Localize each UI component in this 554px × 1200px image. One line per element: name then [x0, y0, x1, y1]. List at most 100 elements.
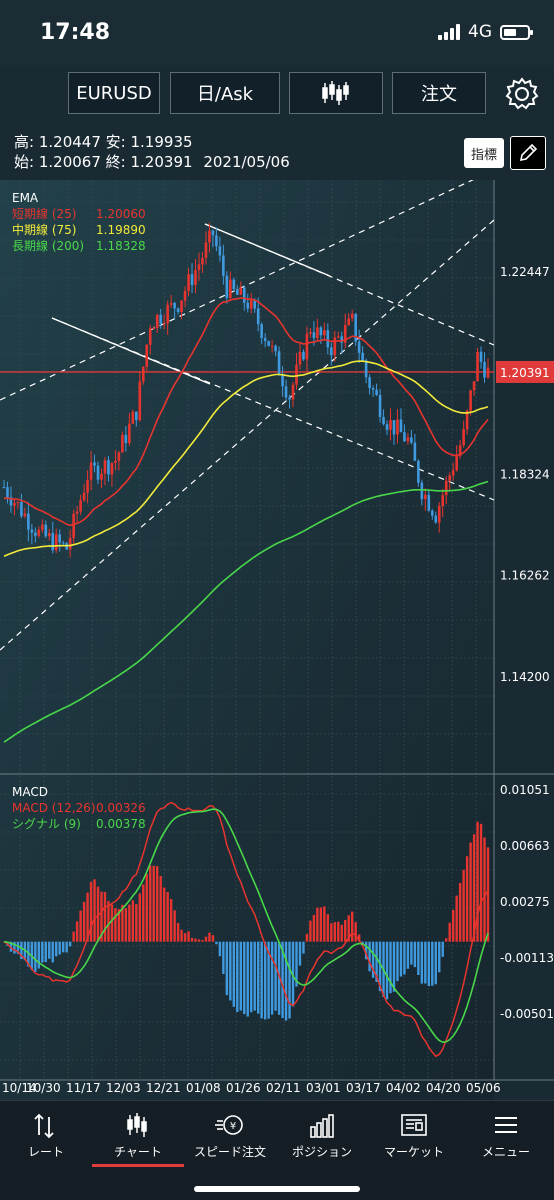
gear-icon[interactable] — [504, 76, 540, 112]
macd-histogram-bar — [431, 941, 434, 986]
macd-histogram-bar — [65, 941, 68, 953]
candle-body — [121, 434, 124, 453]
candle-body — [323, 330, 326, 336]
macd-histogram-bar — [149, 865, 152, 942]
candle-body — [16, 502, 20, 504]
candle-body — [72, 513, 75, 538]
candle-body — [128, 423, 131, 444]
candle-body — [180, 300, 183, 312]
macd-histogram-bar — [319, 907, 323, 942]
candle-body — [274, 345, 277, 352]
date-axis-label: 11/17 — [66, 1081, 101, 1095]
nav-item-chart[interactable]: チャート — [92, 1111, 184, 1160]
candle-body — [176, 308, 180, 312]
candle-body — [9, 497, 13, 506]
macd-histogram-bar — [274, 941, 277, 1011]
macd-histogram-bar — [263, 941, 267, 1020]
status-time: 17:48 — [40, 20, 111, 45]
candle-body — [114, 460, 117, 464]
candle-body — [455, 455, 458, 471]
candle-body — [155, 314, 159, 328]
candle-body — [462, 429, 465, 446]
candle-body — [107, 460, 110, 475]
rate-icon — [34, 1113, 54, 1139]
nav-item-menu[interactable]: メニュー — [460, 1111, 552, 1160]
candle-body — [277, 351, 281, 376]
candle-body — [336, 336, 340, 338]
macd-histogram-bar — [197, 939, 201, 942]
candle-body — [148, 328, 152, 345]
candle-body — [225, 275, 229, 298]
candle-body — [448, 475, 451, 481]
date-axis-label: 05/06 — [466, 1081, 501, 1095]
nav-item-speed-order[interactable]: ¥ スピード注文 — [184, 1111, 276, 1160]
macd-histogram-bar — [344, 920, 347, 942]
candle-body — [413, 442, 417, 461]
macd-histogram-bar — [48, 941, 51, 959]
price-chart[interactable]: 1.22447 1.18324 1.16262 1.14200 1.20391 0.010… — [0, 169, 554, 1100]
macd-legend-label: MACD (12,26) — [12, 801, 96, 815]
nav-label: チャート — [114, 1145, 162, 1159]
macd-histogram-bar — [225, 941, 229, 996]
macd-histogram-bar — [96, 886, 100, 942]
candle-body — [417, 460, 420, 483]
candle-body — [138, 381, 142, 421]
indicator-button[interactable]: 指標 — [464, 138, 504, 168]
candle-body — [2, 486, 6, 488]
macd-histogram-bar — [201, 940, 204, 942]
macd-histogram-bar — [469, 842, 472, 942]
signal-icon — [438, 24, 460, 40]
macd-histogram-bar — [246, 941, 249, 1017]
current-price-label: 1.20391 — [500, 366, 550, 380]
nav-item-market[interactable]: マーケット — [368, 1111, 460, 1160]
macd-histogram-bar — [333, 922, 336, 942]
chart-type-button[interactable] — [289, 72, 383, 114]
macd-histogram-bar — [479, 823, 483, 942]
macd-histogram-bar — [302, 941, 305, 954]
macd-histogram-bar — [476, 821, 479, 942]
candle-body — [309, 332, 312, 334]
macd-histogram-bar — [434, 941, 437, 985]
candle-body — [368, 377, 371, 389]
chart-area[interactable]: 1.22447 1.18324 1.16262 1.14200 1.20391 0.010… — [0, 169, 554, 1100]
candle-body — [229, 279, 232, 298]
candle-body — [30, 529, 34, 533]
candle-body — [319, 327, 323, 336]
draw-tool-button[interactable] — [510, 136, 546, 170]
macd-histogram-bar — [162, 887, 166, 942]
macd-histogram-bar — [187, 931, 190, 942]
macd-histogram-bar — [406, 941, 410, 969]
nav-label: ポジション — [291, 1145, 352, 1159]
nav-item-rate[interactable]: レート — [0, 1111, 92, 1160]
macd-histogram-bar — [107, 901, 110, 942]
candle-body — [378, 394, 382, 417]
long-ema-line — [3, 480, 489, 743]
macd-histogram-bar — [424, 941, 427, 984]
macd-histogram-bar — [229, 941, 232, 1001]
macd-histogram-bar — [128, 904, 131, 942]
candle-body — [316, 327, 319, 339]
nav-item-position[interactable]: ポジション — [276, 1111, 368, 1160]
macd-line — [3, 801, 489, 1058]
period-button[interactable]: 日/Ask — [170, 72, 280, 114]
candle-body — [476, 351, 479, 382]
ema-legend-value: 1.20060 — [96, 207, 146, 221]
macd-histogram-bar — [483, 837, 486, 942]
pencil-icon — [519, 143, 538, 162]
macd-histogram-bar — [135, 904, 138, 942]
candle-body — [82, 492, 86, 501]
candle-body — [389, 420, 392, 430]
macd-histogram-bar — [222, 941, 225, 975]
macd-histogram-bar — [93, 879, 96, 942]
macd-histogram-bar — [267, 941, 270, 1019]
macd-histogram-bar — [351, 911, 354, 942]
candle-body — [437, 506, 441, 523]
order-button[interactable]: 注文 — [392, 72, 486, 114]
candle-body — [399, 419, 403, 433]
symbol-button[interactable]: EURUSD — [68, 72, 160, 114]
macd-legend-value: 0.00326 — [96, 801, 146, 815]
candle-body — [61, 542, 65, 544]
macd-histogram-bar — [236, 941, 239, 1012]
macd-histogram-bar — [291, 941, 295, 1007]
macd-histogram-bar — [295, 941, 298, 987]
